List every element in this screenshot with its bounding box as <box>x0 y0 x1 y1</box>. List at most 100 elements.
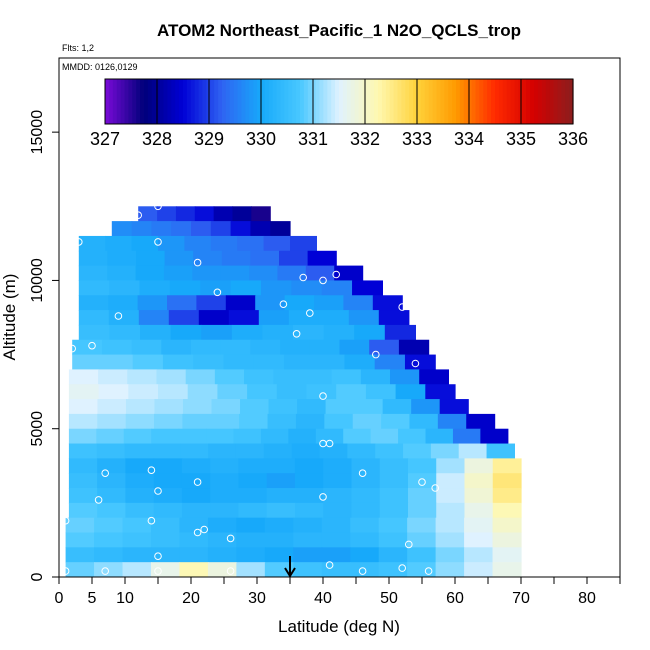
heatmap-cell <box>157 206 177 222</box>
latitude-marker-arrow-icon <box>284 556 296 578</box>
colorbar-swatch <box>436 79 441 124</box>
heatmap-cell <box>68 488 98 504</box>
colorbar-tick-label: 330 <box>246 129 276 149</box>
data-point <box>68 344 76 353</box>
heatmap-cell <box>411 399 441 415</box>
heatmap-cell <box>250 250 280 267</box>
colorbar-swatch <box>514 79 519 124</box>
colorbar-swatch <box>506 79 512 124</box>
heatmap-cell <box>94 547 124 563</box>
colorbar-swatch <box>214 79 219 124</box>
heatmap-cell <box>480 428 509 445</box>
colorbar-swatch <box>452 79 457 124</box>
heatmap-cell <box>97 473 127 489</box>
heatmap-cell <box>78 324 110 341</box>
colorbar-swatch <box>268 79 274 124</box>
heatmap-cell <box>65 562 95 577</box>
heatmap-cell <box>238 458 268 474</box>
heatmap-cell <box>309 339 341 356</box>
colorbar-swatch <box>151 79 157 124</box>
data-point <box>358 567 367 575</box>
heatmap-cell <box>492 502 522 519</box>
colorbar-swatch <box>124 79 129 124</box>
heatmap-cell <box>492 473 522 489</box>
heatmap-cell <box>151 428 180 445</box>
heatmap-cell <box>321 562 351 577</box>
heatmap-cell <box>140 324 172 341</box>
heatmap-cell <box>96 443 126 459</box>
colorbar-swatch <box>300 79 305 124</box>
heatmap-cell <box>378 547 408 563</box>
heatmap-cell <box>171 221 192 237</box>
heatmap-cell <box>150 547 181 563</box>
heatmap-cell <box>152 443 181 459</box>
dates-label: MMDD: 0126,0129 <box>62 62 138 72</box>
heatmap-cell <box>492 488 522 504</box>
data-point <box>523 472 532 481</box>
data-point <box>134 211 142 219</box>
heatmap-cell <box>72 354 104 370</box>
heatmap-cell <box>293 547 323 563</box>
heatmap-cell <box>430 443 460 459</box>
heatmap-cell <box>97 413 127 430</box>
colorbar-swatch <box>541 79 547 124</box>
x-tick-label: 5 <box>88 590 97 607</box>
heatmap-cell <box>154 413 184 430</box>
data-point <box>405 540 413 549</box>
heatmap-cell <box>486 443 515 459</box>
heatmap-cell <box>436 458 466 474</box>
heatmap-cell <box>151 221 172 237</box>
heatmap-cell <box>351 502 381 519</box>
heatmap-cell <box>228 310 260 326</box>
heatmap-cell <box>164 250 194 267</box>
heatmap-cell <box>267 413 297 430</box>
colorbar-swatch <box>147 79 153 124</box>
heatmap-cell <box>321 517 351 534</box>
heatmap-cell <box>136 250 166 267</box>
heatmap-cell <box>464 517 494 534</box>
heatmap-cell <box>94 517 124 534</box>
heatmap-cell <box>163 265 193 282</box>
heatmap-cell <box>321 280 353 296</box>
heatmap-cell <box>68 413 98 430</box>
heatmap-cell <box>169 280 201 296</box>
heatmap-cell <box>180 443 209 459</box>
y-tick-label: 10000 <box>29 258 46 303</box>
colorbar-swatch <box>179 79 184 124</box>
heatmap-cell <box>314 295 344 311</box>
heatmap-cell <box>179 562 209 577</box>
heatmap-cell <box>277 265 307 282</box>
heatmap-cell <box>403 443 432 459</box>
colorbar-swatch <box>276 79 282 124</box>
heatmap-cell <box>122 562 152 577</box>
colorbar-swatch <box>553 79 558 124</box>
colorbar-swatch <box>479 79 484 124</box>
data-point <box>61 516 70 525</box>
heatmap-cell <box>264 547 294 563</box>
heatmap-cell <box>419 369 449 385</box>
y-tick-label: 5000 <box>29 411 46 447</box>
heatmap-cell <box>98 384 129 400</box>
heatmap-cell <box>294 502 324 519</box>
colorbar-swatch <box>342 79 348 124</box>
heatmap-cell <box>161 339 192 356</box>
colorbar-swatch <box>378 79 383 124</box>
colorbar-swatch <box>475 79 480 124</box>
heatmap-cell <box>464 488 494 504</box>
heatmap-cell <box>378 517 408 534</box>
y-axis: 0 5000 10000 15000 <box>29 110 59 581</box>
heatmap-cell <box>210 502 240 519</box>
heatmap-cell <box>236 547 266 563</box>
colorbar-swatch <box>190 79 196 124</box>
chart-title: ATOM2 Northeast_Pacific_1 N2O_QCLS_trop <box>157 21 521 40</box>
heatmap-cell <box>280 339 311 356</box>
heatmap-cell <box>150 532 181 548</box>
colorbar-swatch <box>440 79 445 124</box>
heatmap-cell <box>230 280 262 296</box>
heatmap-cell <box>321 547 351 563</box>
colorbar-swatch <box>413 79 418 124</box>
heatmap-cell <box>435 547 465 563</box>
heatmap-cell <box>68 473 98 489</box>
colorbar-tick-label: 328 <box>142 129 172 149</box>
heatmap-cell <box>78 265 108 282</box>
